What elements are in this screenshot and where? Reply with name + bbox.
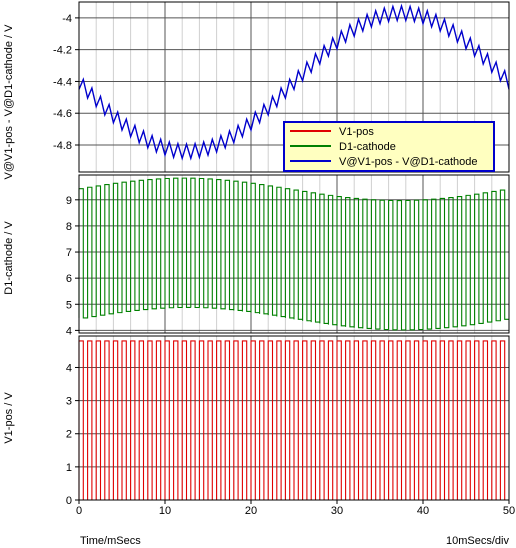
legend-label-difference: V@V1-pos - V@D1-cathode	[339, 156, 478, 168]
panel-frames	[78, 1, 510, 501]
panel-frame	[78, 174, 510, 334]
panel-3-ylabel: V1-pos / V	[3, 392, 15, 444]
panel-frame	[78, 335, 510, 501]
y-tick-label: 7	[66, 247, 72, 259]
y-tick-label: 3	[66, 396, 72, 408]
y-tick-label: 1	[66, 462, 72, 474]
series-line-d1-cathode	[78, 177, 509, 331]
y-tick-label: -4.2	[53, 45, 72, 57]
y-tick-label: -4	[62, 13, 72, 25]
panel-1-y-axis-title: V@V1-pos - V@D1-cathode / V	[3, 24, 15, 180]
y-tick-label: 6	[66, 273, 72, 285]
x-tick-label: 40	[417, 505, 429, 517]
panel-1-ylabel: V@V1-pos - V@D1-cathode / V	[3, 24, 15, 180]
x-tick-label: 50	[503, 505, 515, 517]
x-tick-label: 10	[159, 505, 171, 517]
y-tick-label: -4.8	[53, 140, 72, 152]
x-tick-label: 20	[245, 505, 257, 517]
panel-2-y-axis-title: D1-cathode / V	[3, 221, 15, 295]
panel-2-ylabel: D1-cathode / V	[3, 221, 15, 295]
y-tick-label: 9	[66, 195, 72, 207]
series-line-v-v1-pos-v-d1-cathode	[78, 3, 510, 161]
series-layer	[78, 3, 510, 501]
x-tick-label: 0	[76, 505, 82, 517]
y-tick-label: 0	[66, 495, 72, 507]
y-tick-label: 4	[66, 325, 72, 337]
panel-3-y-axis-title: V1-pos / V	[3, 392, 15, 444]
x-axis-label: Time/mSecs	[80, 535, 141, 547]
y-tick-label: -4.4	[53, 76, 72, 88]
y-tick-label: 4	[66, 362, 72, 374]
x-scale-note: 10mSecs/div	[446, 535, 509, 547]
y-tick-label: 8	[66, 221, 72, 233]
legend-label-v1-pos: V1-pos	[339, 126, 374, 138]
series-line-v1-pos	[78, 340, 509, 501]
y-tick-label: 5	[66, 299, 72, 311]
y-tick-label: -4.6	[53, 108, 72, 120]
legend: V1-pos D1-cathode V@V1-pos - V@D1-cathod…	[283, 121, 495, 172]
legend-label-d1-cathode: D1-cathode	[339, 141, 396, 153]
x-tick-label: 30	[331, 505, 343, 517]
y-tick-label: 2	[66, 429, 72, 441]
